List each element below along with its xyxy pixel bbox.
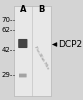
Text: 62-: 62-	[1, 27, 13, 33]
FancyBboxPatch shape	[19, 74, 27, 77]
Text: B: B	[38, 4, 44, 14]
Text: 29-: 29-	[1, 72, 13, 78]
Text: 70-: 70-	[1, 17, 13, 23]
Text: DCP2: DCP2	[58, 40, 82, 49]
Bar	[14, 6, 51, 96]
Text: 42-: 42-	[1, 47, 13, 53]
FancyBboxPatch shape	[18, 39, 27, 48]
Text: A: A	[20, 4, 26, 14]
FancyBboxPatch shape	[19, 40, 27, 47]
Text: Pre-Blot Mix: Pre-Blot Mix	[33, 46, 50, 70]
